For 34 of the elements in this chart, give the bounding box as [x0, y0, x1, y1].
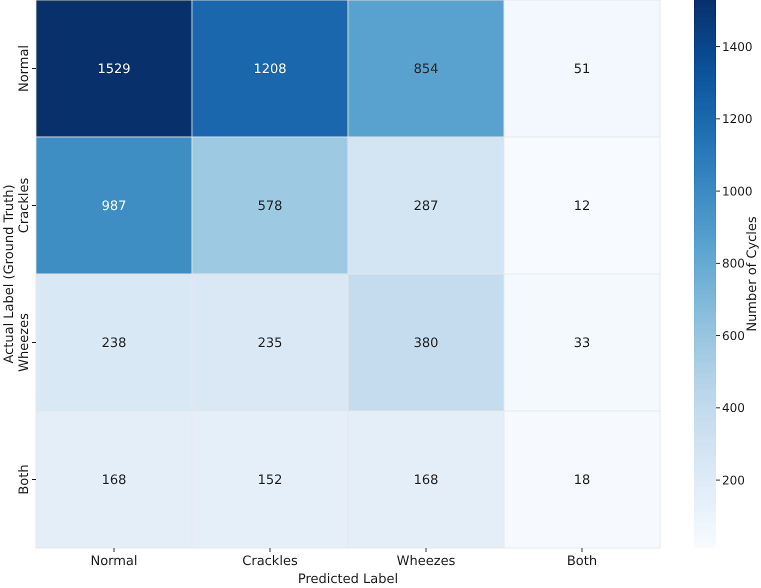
data-label: 578 [258, 199, 282, 214]
color-bar-label: 200 [722, 473, 745, 488]
y-tick-label: Both [17, 464, 32, 495]
y-tick-label: Normal [17, 44, 32, 92]
data-label: 287 [414, 199, 438, 214]
color-bar-title: Number of Cycles [745, 216, 760, 332]
data-label: 854 [414, 62, 438, 78]
x-axis-title: Predicted Label [298, 572, 398, 587]
data-label: 168 [414, 473, 438, 488]
x-tick-label: Both [566, 554, 598, 569]
data-label: 168 [102, 473, 126, 488]
data-label: 238 [102, 336, 126, 352]
data-label: 1208 [253, 62, 287, 78]
color-bar-label: 1400 [722, 40, 753, 54]
data-label: 18 [574, 473, 590, 488]
color-bar-label: 1000 [722, 184, 753, 198]
y-tick-label: Crackles [17, 178, 32, 234]
data-label: 235 [258, 336, 282, 352]
color-bar-label: 800 [722, 256, 745, 271]
data-label: 380 [414, 336, 438, 352]
data-label: 51 [574, 62, 590, 78]
data-label: 987 [102, 199, 126, 214]
color-bar-label: 1200 [722, 112, 753, 126]
color-bar-label: 600 [722, 328, 745, 343]
data-label: 1529 [97, 62, 131, 78]
data-label: 152 [258, 473, 282, 488]
y-axis-title: Actual Label (Ground Truth) [2, 184, 17, 364]
x-tick-label: Normal [90, 554, 138, 569]
x-tick-label: Crackles [242, 554, 298, 569]
y-tick-label: Wheezes [17, 312, 32, 372]
data-label: 33 [574, 336, 590, 352]
x-tick-label: Wheezes [396, 554, 456, 569]
data-label: 12 [574, 199, 590, 214]
color-bar-label: 400 [722, 401, 745, 416]
